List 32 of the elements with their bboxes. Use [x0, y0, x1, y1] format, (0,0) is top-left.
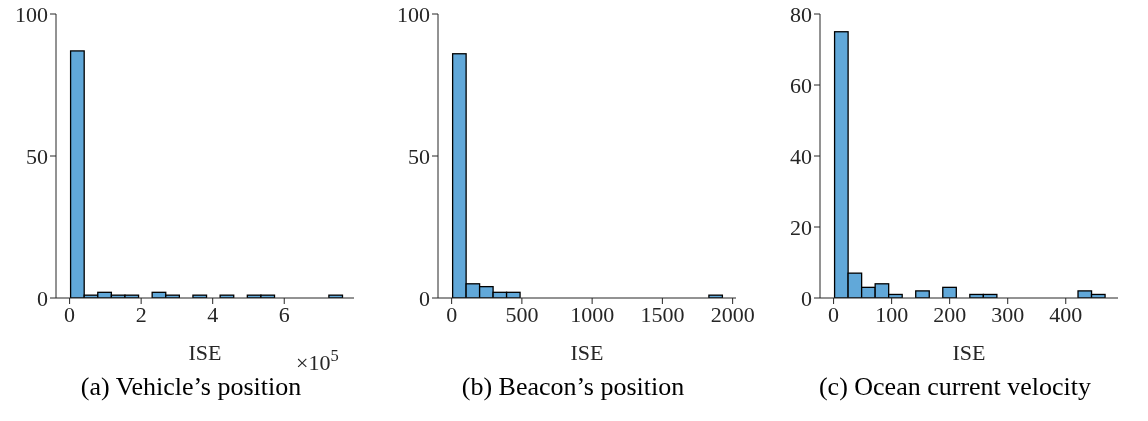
text: (a) Vehicle’s position	[79, 372, 303, 402]
x-tick-label: 500	[505, 301, 539, 327]
x-tick-label: 2	[135, 301, 147, 327]
x-tick-label: 100	[875, 301, 909, 327]
text: (b) Beacon’s position	[460, 372, 686, 402]
y-tick-label: 0	[419, 285, 430, 311]
x-tick-label: 200	[933, 301, 967, 327]
y-tick-label: 60	[790, 72, 812, 98]
x-tick-label: 1000	[570, 301, 615, 327]
y-tick-label: 0	[37, 285, 48, 311]
text: ×10$^{5}$	[296, 345, 339, 375]
y-tick-label: 50	[408, 143, 430, 169]
y-tick-label: 80	[790, 1, 812, 27]
x-tick-label: 300	[991, 301, 1025, 327]
x-axis-title: ISE	[952, 340, 986, 365]
x-tick-label: 0	[828, 301, 840, 327]
x-tick-label: 4	[207, 301, 219, 327]
x-tick-label: 0	[64, 301, 76, 327]
y-tick-label: 0	[801, 285, 812, 311]
y-tick-label: 100	[397, 1, 430, 27]
y-tick-label: 100	[15, 1, 48, 27]
text: (c) Ocean current velocity	[817, 372, 1093, 402]
x-axis-title: ISE	[570, 340, 604, 365]
x-tick-label: 1500	[640, 301, 685, 327]
x-tick-label: 2000	[710, 301, 755, 327]
y-tick-label: 20	[790, 214, 812, 240]
x-tick-label: 6	[278, 301, 290, 327]
x-tick-label: 400	[1049, 301, 1083, 327]
y-tick-label: 40	[790, 143, 812, 169]
y-tick-label: 50	[26, 143, 48, 169]
x-axis-title: ISE	[188, 340, 222, 365]
x-tick-label: 0	[446, 301, 458, 327]
